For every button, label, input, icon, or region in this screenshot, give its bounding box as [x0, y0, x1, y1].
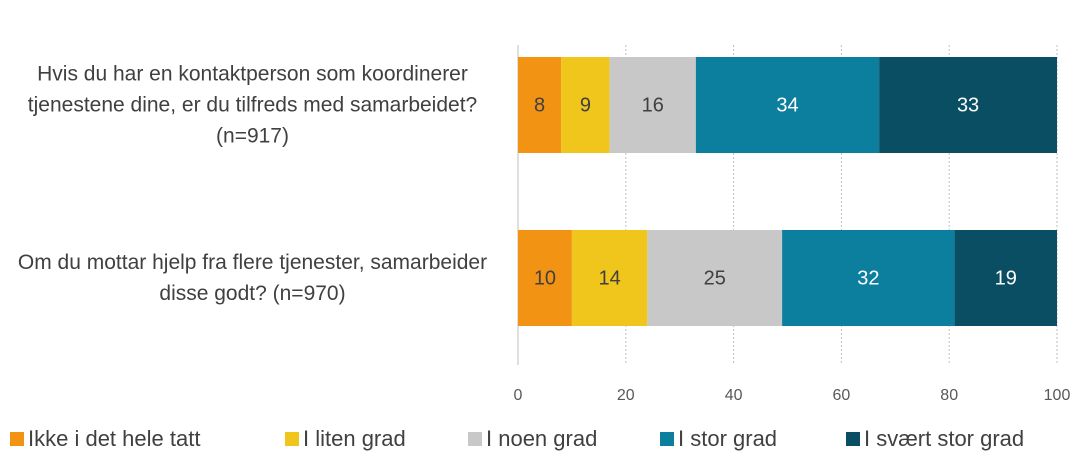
- bar-segment: [954, 230, 1057, 326]
- value-label: 19: [995, 267, 1017, 289]
- bar-segment: [561, 57, 610, 153]
- category-label: Hvis du har en kontaktperson som koordin…: [27, 62, 478, 148]
- bar-segment: [695, 57, 880, 153]
- value-label: 14: [599, 267, 621, 289]
- legend-label: I svært stor grad: [864, 426, 1024, 451]
- value-label: 9: [580, 94, 591, 116]
- legend-swatch: [660, 432, 674, 446]
- bar-segment: [518, 57, 562, 153]
- legend-label: Ikke i det hele tatt: [28, 426, 200, 451]
- x-tick-label: 40: [725, 387, 743, 404]
- x-tick-label: 0: [514, 387, 523, 404]
- legend-swatch: [10, 432, 24, 446]
- x-tick-label: 80: [940, 387, 958, 404]
- x-tick-label: 60: [833, 387, 851, 404]
- value-label: 16: [642, 94, 664, 116]
- bar-segment: [647, 230, 783, 326]
- bar-segment: [782, 230, 955, 326]
- category-label: Om du mottar hjelp fra flere tjenester, …: [17, 251, 488, 305]
- bar-segment: [571, 230, 648, 326]
- value-label: 8: [534, 94, 545, 116]
- legend-swatch: [846, 432, 860, 446]
- value-label: 32: [857, 267, 879, 289]
- legend-label: I stor grad: [678, 426, 777, 451]
- legend-swatch: [285, 432, 299, 446]
- x-tick-label: 100: [1044, 387, 1071, 404]
- bar-segment: [609, 57, 696, 153]
- bar-segment: [518, 230, 572, 326]
- legend-label: I noen grad: [486, 426, 597, 451]
- bar-segment: [879, 57, 1057, 153]
- value-label: 34: [776, 94, 798, 116]
- value-label: 33: [957, 94, 979, 116]
- value-label: 25: [704, 267, 726, 289]
- legend-swatch: [468, 432, 482, 446]
- value-label: 10: [534, 267, 556, 289]
- legend-label: I liten grad: [303, 426, 406, 451]
- x-tick-label: 20: [617, 387, 635, 404]
